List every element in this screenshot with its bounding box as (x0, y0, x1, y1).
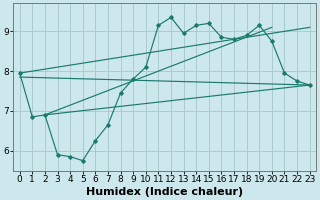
X-axis label: Humidex (Indice chaleur): Humidex (Indice chaleur) (86, 187, 243, 197)
